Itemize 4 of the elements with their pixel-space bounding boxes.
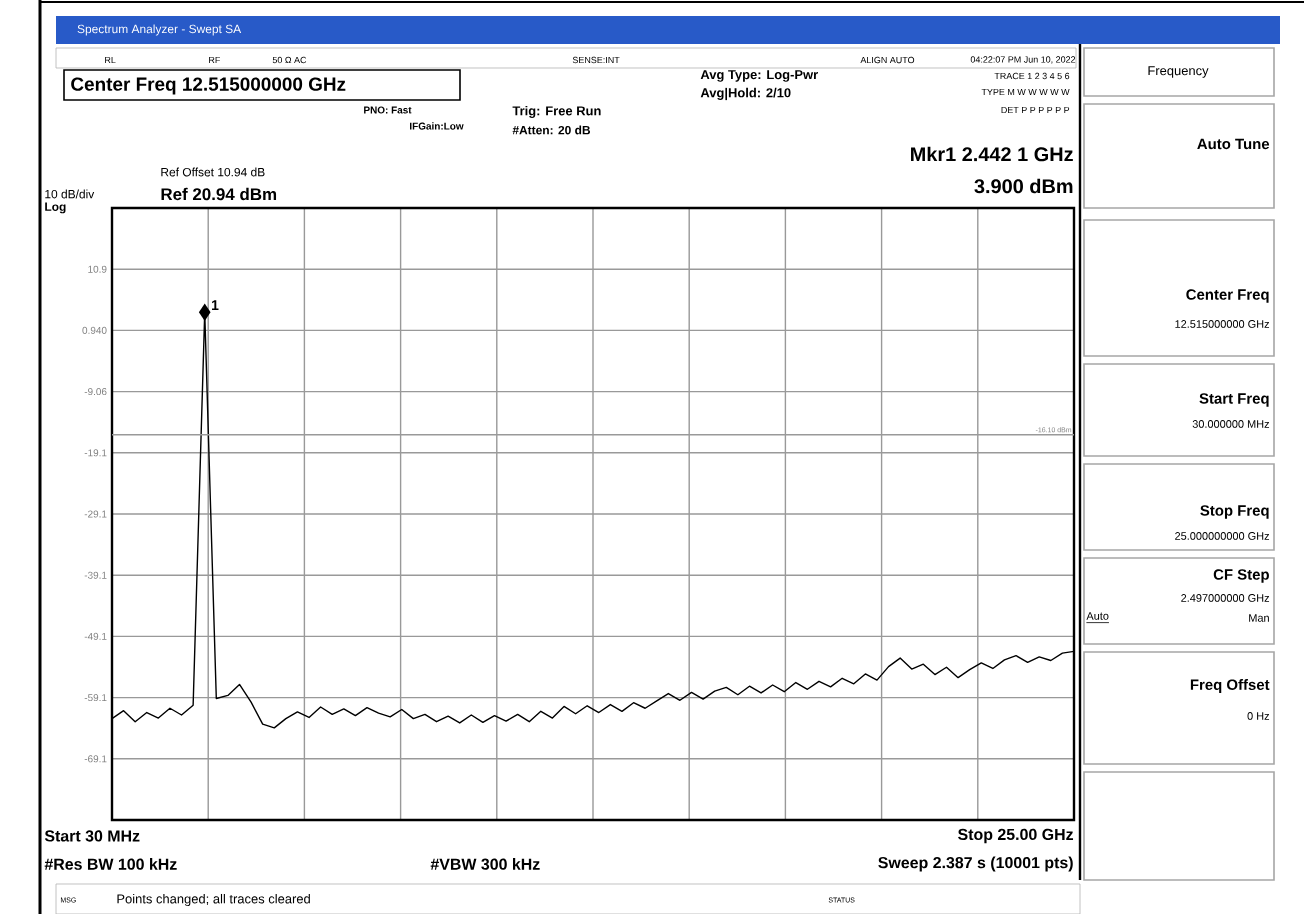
text: Center Freq 12.515000000 GHz <box>71 77 346 95</box>
text: Mkr1 2.442 1 GHz <box>911 146 1073 162</box>
text: Ref 20.94 dBm <box>161 187 277 201</box>
text: 3.900 dBm <box>974 178 1073 194</box>
